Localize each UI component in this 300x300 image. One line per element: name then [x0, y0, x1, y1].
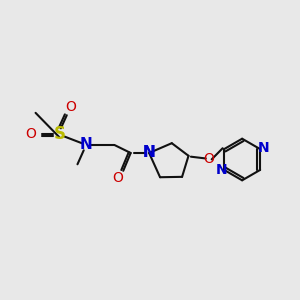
Text: O: O	[203, 152, 214, 167]
Text: O: O	[65, 100, 76, 114]
Text: N: N	[257, 141, 269, 154]
Text: N: N	[215, 163, 227, 177]
Text: N: N	[143, 146, 155, 160]
Text: N: N	[143, 146, 155, 160]
Text: S: S	[53, 125, 65, 143]
Text: O: O	[25, 127, 36, 141]
Text: N: N	[80, 137, 92, 152]
Text: O: O	[112, 171, 123, 185]
